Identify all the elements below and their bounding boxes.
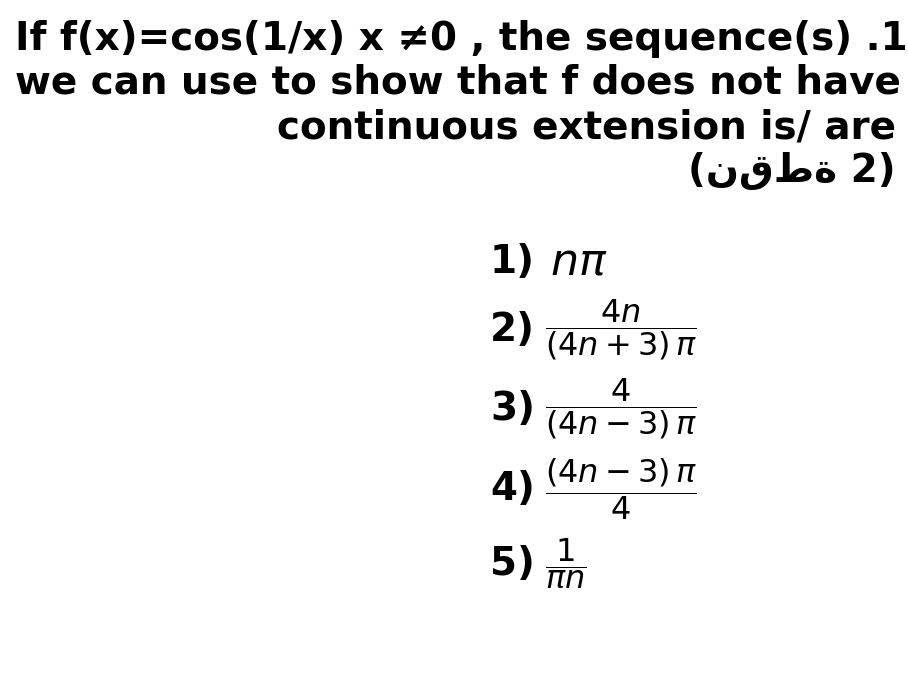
Text: $\dfrac{1}{\pi n}$: $\dfrac{1}{\pi n}$ [545,536,587,592]
Text: $n\pi$: $n\pi$ [550,241,607,284]
Text: $\dfrac{4}{(4n-3)\,\pi}$: $\dfrac{4}{(4n-3)\,\pi}$ [545,376,697,441]
Text: 4): 4) [490,470,535,508]
Text: $\dfrac{4n}{(4n+3)\,\pi}$: $\dfrac{4n}{(4n+3)\,\pi}$ [545,298,697,363]
Text: 5): 5) [490,545,535,583]
Text: 2): 2) [490,311,535,349]
Text: 3): 3) [490,390,535,428]
Text: continuous extension is/ are: continuous extension is/ are [277,108,896,146]
Text: If f(x)=cos(1/x) x ≠0 , the sequence(s) .16: If f(x)=cos(1/x) x ≠0 , the sequence(s) … [15,20,908,58]
Text: we can use to show that f does not have a: we can use to show that f does not have … [15,64,908,102]
Text: 1): 1) [490,243,535,281]
Text: (نقطة 2): (نقطة 2) [688,152,896,190]
Text: $\dfrac{(4n-3)\,\pi}{4}$: $\dfrac{(4n-3)\,\pi}{4}$ [545,456,697,522]
